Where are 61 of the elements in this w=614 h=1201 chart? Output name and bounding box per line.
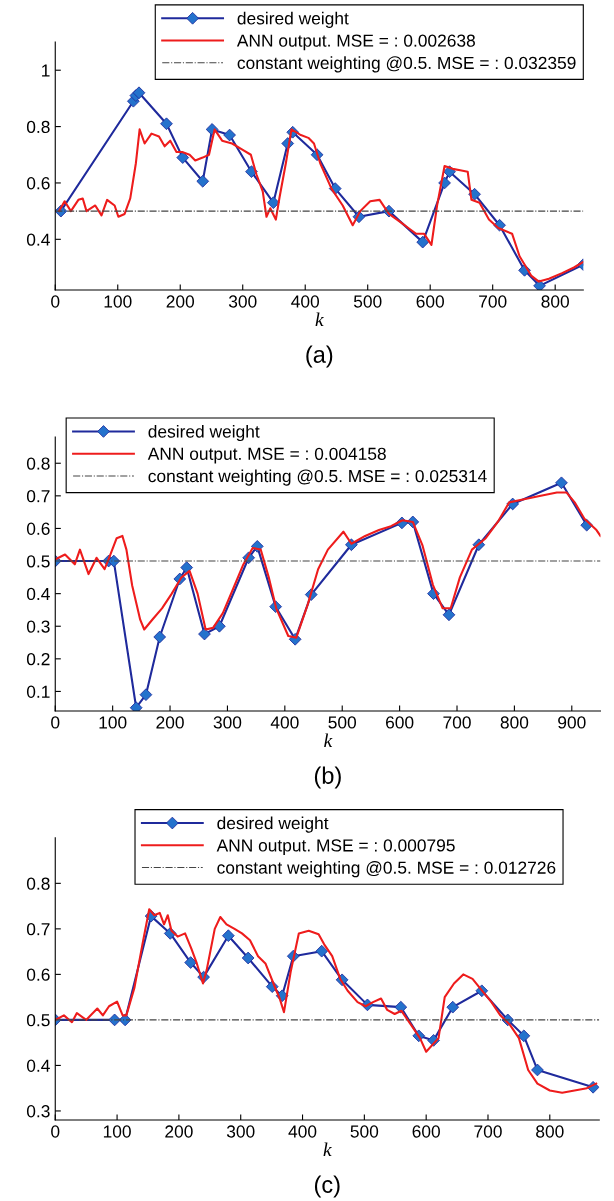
x-tick-label: 900 bbox=[558, 716, 586, 729]
x-tick-label: 500 bbox=[353, 295, 382, 308]
x-tick-label: 600 bbox=[416, 295, 445, 308]
x-tick-label: 100 bbox=[104, 295, 132, 308]
y-tick-label: 0.4 bbox=[26, 1059, 50, 1072]
y-tick-label: 0.8 bbox=[26, 877, 50, 890]
x-tick-label: 200 bbox=[166, 295, 195, 308]
y-tick-label: 0.6 bbox=[26, 177, 50, 190]
legend-label: ANN output. MSE = : 0.004158 bbox=[147, 447, 386, 464]
x-tick-label: 300 bbox=[226, 1125, 255, 1138]
y-tick-label: 0.4 bbox=[26, 233, 50, 246]
y-tick-label: 1 bbox=[42, 64, 50, 77]
legend-label: constant weighting @0.5. MSE = : 0.032359 bbox=[237, 56, 576, 73]
x-tick-label: 600 bbox=[412, 1125, 440, 1138]
x-tick-label: 700 bbox=[474, 1125, 502, 1138]
y-tick-label: 0.7 bbox=[26, 490, 50, 503]
y-tick-label: 0.3 bbox=[26, 1105, 50, 1118]
legend-label: constant weighting @0.5. MSE = : 0.025314 bbox=[148, 469, 487, 486]
y-tick-label: 0.3 bbox=[26, 620, 50, 633]
legend-label: desired weight bbox=[237, 11, 349, 28]
y-tick-label: 0.8 bbox=[26, 120, 50, 134]
y-tick-label: 0.4 bbox=[26, 587, 50, 601]
text: (b) bbox=[314, 766, 341, 789]
x-tick-label: 500 bbox=[350, 1125, 379, 1138]
x-tick-label: 0 bbox=[51, 1125, 60, 1138]
legend-label: ANN output. MSE = : 0.000795 bbox=[216, 839, 455, 855]
x-tick-label: 400 bbox=[270, 716, 299, 729]
x-tick-label: 300 bbox=[228, 295, 257, 308]
x-tick-label: 800 bbox=[536, 1125, 564, 1138]
legend-label: desired weight bbox=[217, 816, 329, 833]
x-tick-label: 800 bbox=[541, 295, 569, 308]
x-tick-label: 200 bbox=[156, 716, 184, 729]
x-tick-label: 400 bbox=[288, 1125, 317, 1138]
x-tick-label: 600 bbox=[386, 716, 414, 729]
x-tick-label: 400 bbox=[291, 295, 320, 308]
y-tick-label: 0.7 bbox=[26, 923, 50, 936]
x-tick-label: 500 bbox=[328, 716, 357, 729]
y-tick-label: 0.5 bbox=[26, 555, 50, 568]
legend-label: ANN output. MSE = : 0.002638 bbox=[236, 34, 475, 51]
y-tick-label: 0.1 bbox=[26, 685, 50, 698]
x-axis-title: k bbox=[323, 1142, 332, 1156]
y-tick-label: 0.6 bbox=[26, 968, 50, 981]
x-tick-label: 200 bbox=[165, 1125, 193, 1138]
x-tick-label: 700 bbox=[443, 716, 471, 729]
x-axis-title: k bbox=[324, 733, 333, 747]
text: (c) bbox=[314, 1175, 340, 1198]
x-tick-label: 100 bbox=[99, 716, 127, 729]
y-tick-label: 0.6 bbox=[26, 522, 50, 535]
x-tick-label: 800 bbox=[500, 716, 529, 729]
x-tick-label: 700 bbox=[479, 295, 507, 308]
legend-label: constant weighting @0.5. MSE = : 0.012726 bbox=[217, 861, 556, 878]
legend-label: desired weight bbox=[148, 424, 260, 442]
x-axis-title: k bbox=[315, 312, 324, 326]
y-tick-label: 0.5 bbox=[26, 1014, 50, 1027]
x-tick-label: 0 bbox=[51, 295, 60, 308]
x-tick-label: 100 bbox=[103, 1125, 131, 1138]
text: (a) bbox=[306, 345, 333, 368]
x-tick-label: 300 bbox=[213, 716, 242, 729]
y-tick-label: 0.8 bbox=[26, 457, 50, 470]
x-tick-label: 0 bbox=[51, 716, 60, 729]
y-tick-label: 0.2 bbox=[26, 653, 50, 666]
